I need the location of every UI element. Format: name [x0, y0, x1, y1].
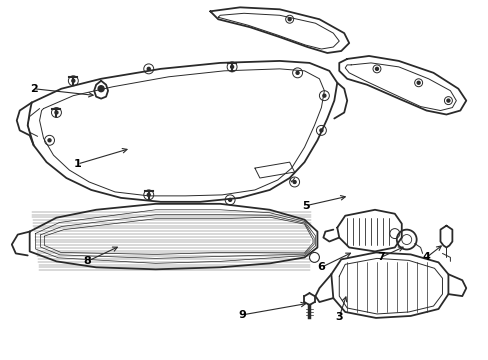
Circle shape [287, 18, 290, 21]
Circle shape [292, 180, 296, 184]
Circle shape [446, 99, 449, 102]
Circle shape [72, 79, 75, 82]
Circle shape [228, 198, 231, 201]
Circle shape [230, 66, 233, 68]
Circle shape [296, 71, 299, 74]
Circle shape [416, 81, 419, 84]
Circle shape [375, 67, 378, 70]
Circle shape [55, 111, 58, 114]
Circle shape [322, 94, 325, 97]
Circle shape [147, 193, 150, 196]
Text: 4: 4 [422, 252, 429, 262]
Text: 5: 5 [301, 201, 309, 211]
Text: 7: 7 [376, 252, 384, 262]
Text: 6: 6 [317, 262, 325, 272]
Circle shape [98, 86, 104, 92]
Circle shape [319, 129, 322, 132]
Circle shape [48, 139, 51, 142]
Text: 2: 2 [30, 84, 38, 94]
Circle shape [147, 67, 150, 70]
Text: 1: 1 [73, 159, 81, 169]
Text: 9: 9 [238, 310, 245, 320]
Text: 3: 3 [335, 312, 343, 322]
Text: 8: 8 [83, 256, 91, 266]
